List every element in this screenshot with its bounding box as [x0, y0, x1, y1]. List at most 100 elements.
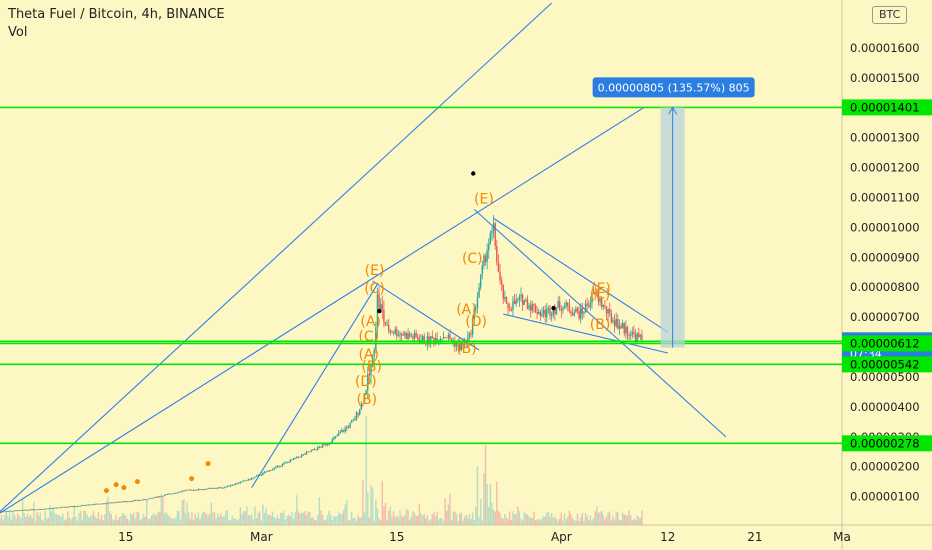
- candle-body: [310, 450, 313, 452]
- volume-bar: [347, 519, 350, 525]
- volume-bar: [478, 517, 480, 525]
- candle-body: [117, 501, 119, 503]
- volume-bar: [578, 520, 580, 525]
- candle-body: [447, 334, 450, 339]
- volume-bar: [329, 514, 332, 525]
- candle-body: [513, 300, 516, 305]
- candle-body: [238, 482, 240, 484]
- volume-bar: [49, 505, 51, 525]
- candle-body: [299, 457, 301, 458]
- candle-body: [459, 342, 461, 351]
- candle-body: [355, 412, 358, 420]
- candle-body: [204, 489, 206, 491]
- candle-body: [0, 511, 1, 513]
- candle-body: [626, 326, 629, 336]
- volume-bar: [570, 514, 572, 525]
- candle-body: [25, 509, 27, 511]
- volume-bar: [162, 497, 164, 525]
- candle-body: [554, 309, 556, 315]
- volume-bar: [360, 517, 363, 525]
- candle-body: [421, 336, 424, 341]
- candle-body: [567, 302, 569, 307]
- time-tick-label: 12: [660, 530, 675, 544]
- candle-body: [634, 333, 637, 342]
- candle-body: [108, 502, 111, 504]
- volume-bar: [129, 513, 132, 525]
- volume-bar: [526, 514, 529, 525]
- volume-bar: [465, 514, 467, 525]
- volume-bar: [113, 519, 116, 525]
- candle-body: [278, 465, 280, 467]
- currency-badge[interactable]: BTC: [872, 6, 908, 24]
- candle-body: [131, 501, 133, 502]
- candle-body: [252, 477, 254, 479]
- volume-bar: [302, 512, 304, 525]
- candle-body: [283, 462, 285, 464]
- volume-label[interactable]: Vol: [8, 25, 28, 40]
- candle-body: [589, 302, 592, 307]
- candle-body: [289, 459, 292, 463]
- candle-body: [496, 245, 498, 263]
- volume-bar: [591, 520, 593, 525]
- candle-body: [202, 489, 204, 491]
- candle-body: [613, 320, 616, 327]
- candle-body: [579, 308, 582, 319]
- candle-body: [212, 488, 214, 489]
- volume-bar: [128, 520, 130, 525]
- volume-bar: [365, 416, 367, 525]
- symbol-title[interactable]: Theta Fuel / Bitcoin, 4h, BINANCE: [8, 7, 225, 22]
- volume-bar: [549, 516, 551, 525]
- volume-bar: [189, 518, 192, 525]
- volume-bar: [410, 516, 413, 525]
- volume-bar: [499, 512, 501, 525]
- candle-body: [13, 510, 16, 512]
- candle-body: [497, 262, 500, 273]
- candle-body: [79, 505, 82, 507]
- volume-bar: [231, 515, 233, 525]
- candle-body: [170, 493, 172, 495]
- candle-body: [246, 480, 248, 482]
- volume-bar: [223, 516, 225, 525]
- candle-body: [407, 333, 409, 339]
- candle-body: [439, 338, 442, 341]
- volume-bar: [8, 510, 11, 525]
- candle-body: [510, 309, 513, 311]
- candle-body: [76, 506, 79, 507]
- candle-body: [365, 390, 367, 394]
- volume-bar: [270, 515, 272, 525]
- volume-bar: [221, 516, 224, 525]
- candle-body: [250, 478, 253, 480]
- volume-bar: [94, 516, 96, 525]
- candle-body: [538, 311, 540, 315]
- candle-body: [102, 503, 104, 505]
- volume-bar: [105, 501, 108, 525]
- volume-bar: [142, 514, 145, 525]
- volume-bar: [434, 516, 437, 525]
- candle-body: [555, 307, 558, 315]
- candle-body: [315, 449, 317, 451]
- candle-body: [286, 462, 288, 463]
- candle-body: [268, 470, 271, 471]
- candle-body: [368, 373, 371, 376]
- candle-body: [2, 511, 4, 513]
- volume-bar: [444, 498, 446, 525]
- candle-body: [531, 303, 533, 311]
- candle-body: [618, 325, 621, 329]
- candle-body: [396, 329, 398, 337]
- wave-label: (A): [456, 302, 477, 318]
- volume-bar: [467, 518, 469, 525]
- candle-body: [410, 336, 413, 338]
- wave-label: (A): [360, 314, 381, 330]
- candle-body: [192, 489, 195, 491]
- candle-body: [281, 463, 283, 467]
- volume-bar: [596, 506, 598, 525]
- candle-body: [157, 496, 159, 498]
- volume-bar: [504, 513, 506, 525]
- volume-bar: [429, 519, 432, 525]
- volume-bar: [21, 498, 24, 525]
- volume-bar: [421, 515, 424, 525]
- volume-bar: [521, 520, 524, 525]
- volume-bar: [100, 514, 103, 525]
- price-tick-label: 0.00000100: [850, 490, 920, 504]
